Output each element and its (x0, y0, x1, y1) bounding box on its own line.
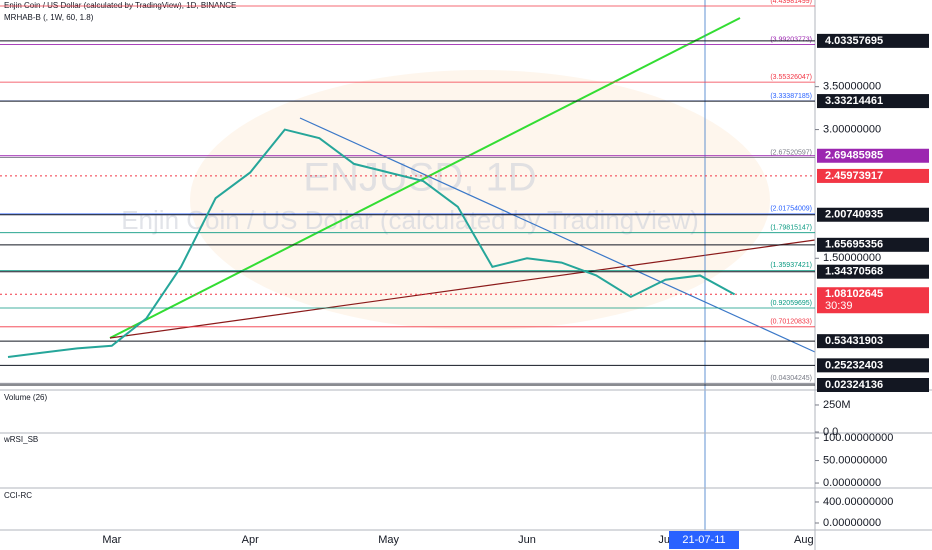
panel-tick-label: 400.00000000 (823, 496, 893, 508)
price-label: 2.00740935 (825, 209, 883, 221)
fib-label: (2.01754009) (770, 206, 812, 213)
y-tick-label: 3.50000000 (823, 81, 881, 93)
panel-title: wRSI_SB (3, 435, 38, 444)
price-label: 1.65695356 (825, 239, 883, 251)
price-label: 2.69485985 (825, 150, 883, 162)
price-label: 1.34370568 (825, 266, 883, 278)
panel-tick-label: 50.00000000 (823, 454, 887, 466)
price-box (817, 94, 929, 109)
price-box (817, 237, 929, 252)
fib-label: (1.35937421) (770, 262, 812, 269)
fib-label: (0.92059695) (770, 300, 812, 307)
watermark-name: Enjin Coin / US Dollar (calculated by Tr… (121, 205, 699, 235)
fib-label: (1.79815147) (770, 225, 812, 232)
fib-label: (4.43981499) (770, 0, 812, 5)
price-label: 0.53431903 (825, 335, 883, 347)
trend-line (109, 239, 816, 339)
y-tick-label: 1.50000000 (823, 252, 881, 264)
price-label: 2.45973917 (825, 170, 883, 182)
chart-title: Enjin Coin / US Dollar (calculated by Tr… (4, 1, 236, 10)
price-label: 4.03357695 (825, 35, 883, 47)
price-box (817, 334, 929, 349)
x-tick-label: Jul (658, 534, 672, 546)
price-box (817, 168, 929, 183)
y-tick-label: 3.00000000 (823, 123, 881, 135)
price-box (817, 148, 929, 163)
panel-tick-label: 0.00000000 (823, 477, 881, 489)
indicator-title: MRHAB-B (, 1W, 60, 1.8) (4, 13, 94, 22)
fib-label: (3.55326047) (770, 74, 812, 81)
price-line (7, 128, 736, 358)
fib-label: (0.70120833) (770, 319, 812, 326)
price-label: 0.25232403 (825, 359, 883, 371)
price-label: 3.33214461 (825, 95, 883, 107)
x-tick-label: May (378, 534, 399, 546)
panel-title: CCI-RC (4, 491, 32, 500)
x-tick-label: Aug (794, 534, 814, 546)
panel-tick-label: 250M (823, 399, 851, 411)
price-box (817, 33, 929, 48)
panel-title: Volume (26) (4, 393, 47, 402)
panel-tick-label: 0.00000000 (823, 517, 881, 529)
price-box (817, 207, 929, 222)
fib-label: (2.67520597) (770, 149, 812, 156)
panel-tick-label: 100.00000000 (823, 432, 893, 444)
crosshair-label: 21-07-11 (682, 534, 725, 546)
fib-label: (0.04304245) (770, 375, 812, 382)
panel-tick-label: 0.0 (823, 426, 838, 438)
trend-line (109, 17, 741, 339)
x-tick-label: Jun (518, 534, 536, 546)
price-label: 1.08102645 (825, 288, 883, 300)
price-box (817, 378, 929, 393)
watermark-symbol: ENJUSD, 1D (303, 156, 536, 200)
x-tick-label: Mar (102, 534, 121, 546)
crosshair-box (669, 531, 739, 549)
price-label: 0.02324136 (825, 379, 883, 391)
fib-label: (3.99203773) (770, 36, 812, 43)
price-box (817, 358, 929, 373)
fib-label: (3.33387185) (770, 93, 812, 100)
trend-line (299, 117, 816, 353)
price-box (817, 264, 929, 279)
countdown-label: 30:39 (825, 300, 853, 312)
x-tick-label: Apr (242, 534, 259, 546)
price-box (817, 287, 929, 314)
